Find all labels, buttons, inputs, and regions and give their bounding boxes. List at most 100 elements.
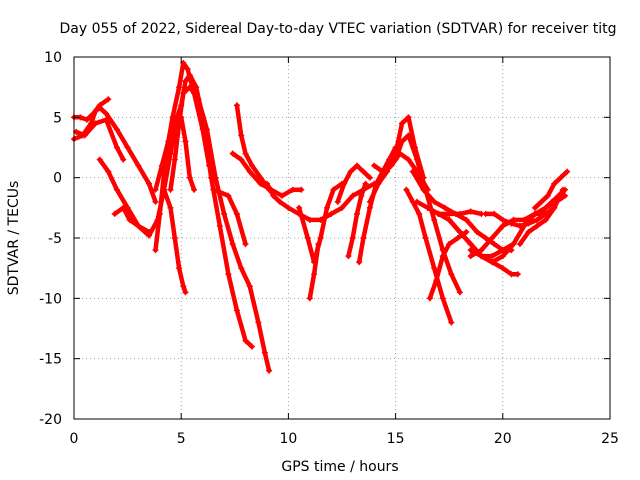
data-point: [474, 228, 481, 235]
data-point: [306, 216, 313, 223]
grid: [74, 57, 610, 419]
x-tick-label: 15: [387, 431, 405, 447]
y-axis-label: SDTVAR / TECUs: [6, 181, 22, 296]
data-point: [311, 271, 318, 278]
data-point: [111, 210, 118, 217]
series-track-12: [233, 102, 273, 193]
data-point: [184, 66, 191, 73]
data-point: [216, 189, 223, 196]
data-point: [534, 216, 541, 223]
data-point: [561, 192, 568, 199]
data-point: [409, 168, 416, 175]
series-track-31: [482, 204, 558, 229]
data-point: [375, 180, 382, 187]
data-point: [238, 132, 245, 139]
data-point: [366, 204, 373, 211]
data-point: [152, 247, 159, 254]
data-point: [564, 168, 571, 175]
data-point: [431, 265, 438, 272]
data-point: [431, 198, 438, 205]
data-point: [171, 156, 178, 163]
data-point: [233, 102, 240, 109]
series-track-25: [426, 228, 470, 302]
data-point: [146, 180, 153, 187]
y-tick-label: 5: [53, 110, 62, 126]
chart-title: Day 055 of 2022, Sidereal Day-to-day VTE…: [60, 21, 617, 37]
data-point: [431, 216, 438, 223]
y-tick-label: -5: [48, 231, 62, 247]
data-point: [248, 343, 255, 350]
data-point: [521, 216, 528, 223]
data-point: [482, 235, 489, 241]
data-point: [103, 110, 110, 117]
data-point: [489, 259, 496, 266]
data-point: [165, 138, 172, 145]
data-point: [238, 156, 245, 163]
data-point: [328, 210, 335, 217]
data-point: [422, 235, 429, 241]
series-track-10: [178, 114, 198, 193]
data-point: [399, 120, 406, 127]
series-track-5: [111, 204, 153, 235]
data-point: [414, 156, 421, 163]
data-point: [366, 174, 373, 181]
x-tick-label: 10: [279, 431, 297, 447]
data-point: [216, 222, 223, 229]
data-point: [420, 186, 427, 193]
data-point: [225, 192, 232, 199]
data-point: [242, 337, 249, 344]
series-line: [367, 115, 426, 205]
data-point: [446, 210, 453, 217]
y-tick-label: -10: [39, 291, 62, 307]
data-point: [248, 162, 255, 169]
data-point: [356, 259, 363, 266]
data-point: [499, 253, 506, 260]
axis-ticks: 0 5 10 15 20 25 -20 -15 -10 -5 0 5 10: [39, 50, 619, 447]
data-point: [467, 253, 474, 260]
y-tick-label: 0: [53, 171, 62, 187]
data-point: [285, 204, 292, 211]
data-point: [210, 186, 217, 193]
data-point: [454, 235, 461, 241]
data-point: [491, 241, 498, 248]
data-point: [555, 192, 562, 199]
series-line: [178, 115, 197, 192]
data-point: [186, 72, 193, 79]
data-point: [182, 138, 189, 145]
data-point: [289, 186, 296, 193]
data-point: [463, 228, 470, 235]
data-point: [255, 319, 262, 326]
data-point: [405, 114, 412, 121]
series-track-3: [73, 116, 127, 163]
series-line: [517, 187, 566, 247]
data-point: [362, 180, 369, 187]
data-point: [186, 84, 193, 91]
data-point: [81, 132, 88, 139]
data-point: [176, 84, 183, 91]
data-point: [178, 114, 185, 121]
series-track-8: [167, 84, 273, 374]
data-point: [126, 216, 133, 223]
data-point: [124, 144, 131, 151]
data-point: [193, 84, 200, 91]
data-point: [392, 156, 399, 163]
series-track-13: [229, 150, 305, 199]
data-point: [276, 198, 283, 205]
data-point: [482, 210, 489, 217]
data-point: [182, 78, 189, 85]
data-point: [182, 289, 189, 296]
data-point: [478, 253, 485, 260]
y-tick-label: -20: [39, 412, 62, 428]
series-track-14: [263, 180, 378, 223]
data-point: [467, 208, 474, 215]
data-point: [229, 241, 236, 248]
data-point: [221, 210, 228, 217]
data-point: [156, 210, 163, 217]
data-point: [229, 150, 236, 157]
data-point: [549, 198, 556, 205]
data-point: [478, 247, 485, 254]
data-point: [152, 198, 159, 205]
data-point: [92, 108, 99, 115]
data-point: [439, 253, 446, 260]
data-point: [360, 235, 367, 241]
